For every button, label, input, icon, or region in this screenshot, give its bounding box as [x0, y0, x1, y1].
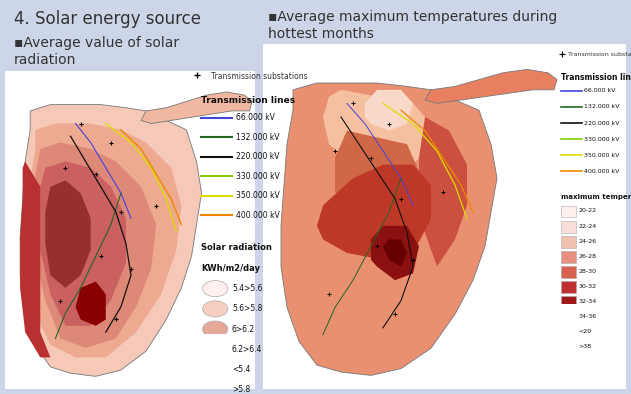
- Text: Transmission lines: Transmission lines: [201, 97, 295, 106]
- Text: 6>6.2: 6>6.2: [232, 325, 255, 334]
- Ellipse shape: [203, 281, 228, 297]
- Text: Transmission lines: Transmission lines: [561, 72, 631, 82]
- Text: 350.000 kV: 350.000 kV: [236, 191, 280, 200]
- Text: 66.000 kV: 66.000 kV: [236, 113, 275, 123]
- Text: Solar radiation: Solar radiation: [201, 243, 272, 252]
- Text: 220.000 kV: 220.000 kV: [236, 152, 280, 162]
- Text: 22-24: 22-24: [578, 223, 596, 229]
- Text: 6.2>6.4: 6.2>6.4: [232, 345, 262, 354]
- Text: <20: <20: [578, 329, 591, 334]
- Polygon shape: [419, 117, 467, 267]
- Text: Transmission substations: Transmission substations: [211, 72, 308, 81]
- Text: 330.000 kV: 330.000 kV: [236, 172, 280, 181]
- Text: >38: >38: [578, 344, 591, 349]
- Text: 5.6>5.8: 5.6>5.8: [232, 305, 262, 313]
- Polygon shape: [76, 282, 106, 326]
- Polygon shape: [371, 226, 419, 280]
- Polygon shape: [365, 90, 413, 130]
- Text: hottest months: hottest months: [268, 27, 374, 41]
- Polygon shape: [20, 162, 50, 357]
- Text: 132.000 kV: 132.000 kV: [584, 104, 620, 110]
- Text: 30-32: 30-32: [578, 284, 596, 289]
- Bar: [561, 281, 576, 293]
- Text: 34-36: 34-36: [578, 314, 596, 319]
- Text: 28-30: 28-30: [578, 269, 596, 274]
- Bar: [263, 44, 626, 389]
- Polygon shape: [45, 180, 91, 288]
- Polygon shape: [281, 83, 497, 375]
- Text: 330.000 kV: 330.000 kV: [584, 137, 620, 142]
- Bar: [561, 326, 576, 338]
- Bar: [561, 251, 576, 263]
- Text: 132.000 kV: 132.000 kV: [236, 133, 280, 142]
- Bar: [561, 206, 576, 217]
- Polygon shape: [40, 162, 126, 326]
- Text: maximum temperatures °C: maximum temperatures °C: [561, 193, 631, 200]
- Text: ▪Average value of solar: ▪Average value of solar: [14, 36, 179, 50]
- Text: >5.8: >5.8: [232, 385, 251, 394]
- Polygon shape: [323, 90, 431, 171]
- Polygon shape: [35, 143, 156, 348]
- Text: 20-22: 20-22: [578, 208, 596, 214]
- Ellipse shape: [203, 321, 228, 337]
- Text: 400.000 kV: 400.000 kV: [236, 211, 280, 220]
- Polygon shape: [20, 104, 201, 376]
- Text: KWh/m2/day: KWh/m2/day: [201, 264, 260, 273]
- Polygon shape: [383, 240, 407, 267]
- Bar: [5, 71, 255, 389]
- Text: 24-26: 24-26: [578, 239, 596, 243]
- Text: Transmission substations: Transmission substations: [569, 52, 631, 57]
- Bar: [561, 236, 576, 247]
- Bar: [561, 266, 576, 278]
- Text: 5.4>5.6: 5.4>5.6: [232, 284, 262, 293]
- Polygon shape: [335, 130, 419, 226]
- Polygon shape: [141, 92, 252, 124]
- Polygon shape: [30, 124, 181, 357]
- Polygon shape: [425, 69, 557, 103]
- Bar: [561, 221, 576, 232]
- Text: 26-28: 26-28: [578, 254, 596, 258]
- Text: 400.000 kV: 400.000 kV: [584, 169, 619, 174]
- Bar: [561, 342, 576, 353]
- Text: 350.000 kV: 350.000 kV: [584, 153, 619, 158]
- Text: 32-34: 32-34: [578, 299, 596, 304]
- Ellipse shape: [203, 362, 228, 378]
- Text: ▪Average maximum temperatures during: ▪Average maximum temperatures during: [268, 10, 557, 24]
- Text: 220.000 kV: 220.000 kV: [584, 121, 620, 126]
- Ellipse shape: [203, 301, 228, 317]
- Bar: [561, 296, 576, 308]
- Ellipse shape: [203, 341, 228, 357]
- Ellipse shape: [203, 382, 228, 394]
- Text: 4. Solar energy source: 4. Solar energy source: [14, 10, 201, 28]
- Bar: [561, 311, 576, 323]
- Text: 66.000 kV: 66.000 kV: [584, 88, 615, 93]
- Text: radiation: radiation: [14, 53, 76, 67]
- Polygon shape: [317, 165, 431, 260]
- Text: <5.4: <5.4: [232, 365, 251, 374]
